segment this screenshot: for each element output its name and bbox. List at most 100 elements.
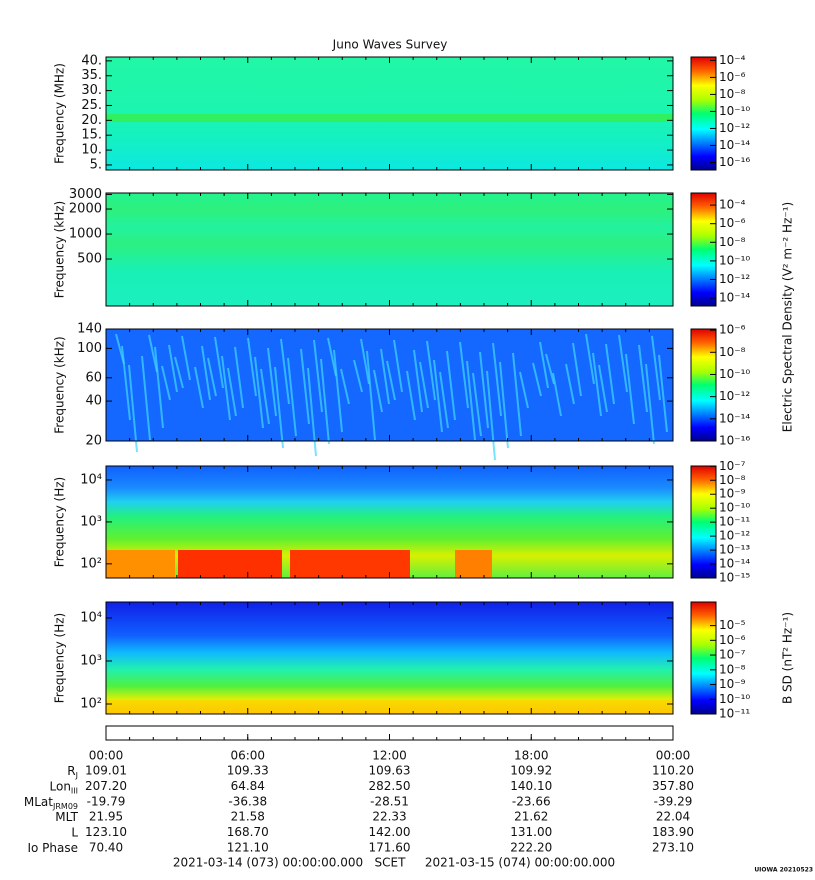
footer-end: 2021-03-15 (074) 00:00:00.000 [425, 856, 615, 870]
streak [638, 344, 648, 413]
colorbar-tick-label: 10⁻⁴ [719, 53, 746, 67]
colorbar-tick-label: 10⁻¹⁰ [719, 104, 750, 118]
streak [327, 337, 337, 377]
y-tick-label: 1000 [69, 227, 102, 242]
ephemeris-value: 131.00 [510, 825, 552, 839]
y-tick-label: 20 [85, 434, 102, 449]
streak [459, 341, 469, 409]
colorbar-tick-label: 10⁻¹⁵ [719, 571, 750, 585]
streak [154, 346, 164, 429]
emission-band [106, 114, 673, 122]
streak [539, 341, 549, 389]
y-axis-label: Frequency (kHz) [53, 336, 67, 433]
colorbar-tick-label: 10⁻⁸ [719, 345, 746, 359]
ephemeris-label-sub: J [75, 771, 78, 780]
spectrogram [106, 602, 673, 714]
streak [181, 335, 191, 381]
streak [439, 371, 449, 429]
y-tick-label: 10³ [80, 653, 102, 668]
streak [168, 344, 178, 393]
colorbar-tick-label: 10⁻⁹ [719, 677, 746, 691]
ephemeris-label-sub: JRM09 [52, 801, 78, 810]
ephemeris-value: 21.58 [231, 810, 265, 824]
intense-band [455, 550, 492, 578]
streak [161, 365, 171, 401]
ephemeris-label: MLatJRM09 [24, 794, 78, 810]
y-tick-label: 30. [81, 83, 102, 98]
streak [274, 366, 284, 449]
streak [333, 349, 343, 433]
streak [605, 343, 615, 405]
streak [645, 363, 655, 445]
ephemeris-value: 183.90 [652, 825, 694, 839]
y-tick-label: 10³ [80, 514, 102, 529]
y-axis-label: Frequency (Hz) [53, 613, 67, 704]
streak [254, 356, 264, 429]
y-tick-label: 3000 [69, 187, 102, 202]
y-tick-label: 10² [80, 696, 102, 711]
streak [366, 350, 376, 441]
ephemeris-value: 142.00 [369, 825, 411, 839]
intense-band [290, 550, 410, 578]
streak [201, 345, 211, 401]
x-tick-label: 12:00 [372, 749, 407, 763]
ephemeris-value: 109.63 [369, 764, 411, 778]
ephemeris-value: 273.10 [652, 841, 694, 855]
colorbar-tick-label: 10⁻⁷ [719, 459, 746, 473]
streak [585, 333, 595, 385]
colorbar-tick-label: 10⁻¹⁰ [719, 501, 750, 515]
streak [651, 335, 661, 401]
colorbar [691, 57, 716, 170]
streak [426, 340, 436, 401]
y-tick-label: 15. [81, 128, 102, 143]
colorbar-frame [690, 56, 717, 171]
ephemeris-value: -39.29 [654, 794, 693, 808]
streak [300, 348, 310, 425]
colorbar-frame [690, 192, 717, 307]
colorbar-tick-label: 10⁻⁴ [719, 198, 746, 212]
colorbar-tick-label: 10⁻¹⁴ [719, 557, 750, 571]
streak [413, 349, 423, 413]
colorbar-tick-label: 10⁻¹⁰ [719, 692, 750, 706]
y-axis-label: Frequency (Hz) [53, 477, 67, 568]
ephemeris-label-sub: III [71, 786, 78, 795]
ephemeris-label-text: Io Phase [27, 841, 78, 855]
y-tick-label: 35. [81, 68, 102, 83]
streak [260, 368, 270, 425]
colorbar-tick-label: 10⁻¹² [719, 121, 750, 135]
streak [214, 336, 224, 389]
ephemeris-value: 109.92 [510, 764, 552, 778]
y-tick-label: 10⁴ [80, 472, 102, 487]
streak [280, 338, 290, 405]
colorbar [691, 193, 716, 306]
colorbar-tick-label: 10⁻¹⁰ [719, 253, 750, 267]
colorbar-tick-label: 10⁻⁸ [719, 235, 746, 249]
colorbar-tick-label: 10⁻⁵ [719, 618, 746, 632]
streak [499, 361, 509, 449]
ephemeris-value: 64.84 [231, 779, 265, 793]
streak [446, 350, 456, 421]
y-tick-label: 40. [81, 53, 102, 68]
colorbar-tick-label: 10⁻¹⁴ [719, 138, 750, 152]
y-tick-label: 60 [85, 370, 102, 385]
spectrogram [106, 193, 673, 306]
streak [393, 339, 403, 393]
colorbar-tick-label: 10⁻¹⁴ [719, 411, 750, 425]
ephemeris-label-text: MLT [55, 810, 78, 824]
ephemeris-value: 282.50 [369, 779, 411, 793]
streak [287, 357, 297, 437]
x-tick-label: 06:00 [230, 749, 265, 763]
colorbar-tick-label: 10⁻¹¹ [719, 515, 750, 529]
ephemeris-value: 109.33 [227, 764, 269, 778]
streak [247, 337, 257, 397]
ephemeris-value: -23.66 [512, 794, 551, 808]
ephemeris-value: 222.20 [510, 841, 552, 855]
footer-scale: SCET [375, 856, 407, 870]
x-tick-label: 00:00 [89, 749, 124, 763]
streak [406, 370, 416, 421]
intense-band [178, 550, 282, 578]
colorbar-tick-label: 10⁻⁸ [719, 662, 746, 676]
ephemeris-label: L [71, 825, 78, 839]
x-tick-label: 00:00 [656, 749, 691, 763]
